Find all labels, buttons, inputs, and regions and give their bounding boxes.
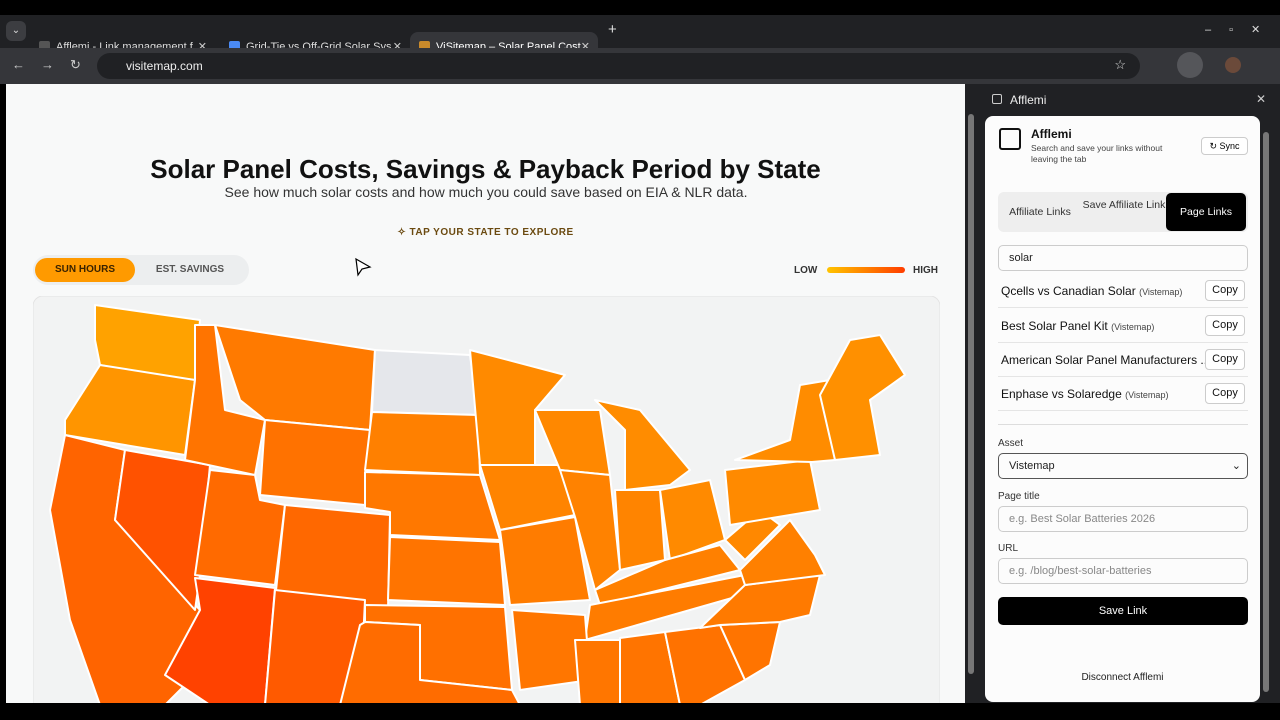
close-panel[interactable]: ✕ [1256,92,1267,106]
link-row: Qcells vs Canadian Solar (Vistemap) Copy [998,274,1248,308]
panel-body: Afflemi Search and save your links witho… [985,116,1260,702]
copy-button[interactable]: Copy [1205,280,1245,301]
toggle: SUN HOURS EST. SAVINGS [33,255,249,285]
copy-button[interactable]: Copy [1205,383,1245,404]
sync-button[interactable]: ↻ Sync [1201,137,1248,155]
copy-button[interactable]: Copy [1205,315,1245,336]
save-button[interactable]: Save Link [998,597,1248,625]
cta: ✧ TAP YOUR STATE TO EXPLORE [397,227,574,238]
link-row: Best Solar Panel Kit (Vistemap) Copy [998,309,1248,343]
tab-group: Affiliate Links Save Affiliate Link Page… [998,192,1248,232]
cta-text: TAP YOUR STATE TO EXPLORE [409,227,574,238]
page-subtitle: See how much solar costs and how much yo… [224,184,748,200]
disconnect-link[interactable]: Disconnect Afflemi [1081,672,1164,683]
nav-buttons[interactable]: ←→↻ [12,57,97,72]
url-label: URL [998,543,1019,554]
link-source: (Vistemap) [1139,287,1183,297]
link-row: American Solar Panel Manufacturers ... Co… [998,343,1248,377]
page-title-label: Page title [998,491,1040,502]
window-controls[interactable]: –▫✕ [1205,24,1279,36]
toggle-option[interactable]: EST. SAVINGS [155,264,225,275]
asset-value: Vistemap [1009,460,1055,472]
logo [999,128,1021,150]
link-row: Enphase vs Solaredge (Vistemap) Copy [998,377,1248,411]
copy-button[interactable]: Copy [1205,349,1245,370]
legend-gradient [827,267,905,273]
link-source: (Vistemap) [1125,390,1169,400]
panel-tab[interactable]: Affiliate Links [1009,206,1071,218]
asset-label: Asset [998,438,1024,449]
link-source: (Vistemap) [1111,322,1155,332]
url-input[interactable]: e.g. /blog/best-solar-batteries [998,558,1248,584]
page-title-input[interactable]: e.g. Best Solar Batteries 2026 [998,506,1248,532]
cursor [355,257,372,277]
panel-header: Afflemi [1010,93,1047,107]
tab-strip: ⌄ Afflemi - Link management f ✕ Grid-Tie … [0,15,1280,62]
tab-search[interactable]: ⌄ [6,21,26,41]
new-tab[interactable]: + [608,21,617,38]
link-name: Enphase vs Solaredge [1001,387,1122,401]
link-name: American Solar Panel Manufacturers ... [1001,353,1211,367]
link-name: Qcells vs Canadian Solar [1001,284,1136,298]
search-input[interactable]: solar [998,245,1248,271]
profile[interactable] [1225,57,1241,73]
app-description: Search and save your links without leavi… [1031,143,1163,164]
legend-low: LOW [794,265,818,276]
side-panel: Afflemi ✕ Afflemi Search and save your l… [978,84,1280,703]
asset-select[interactable]: Vistemap ⌄ [998,453,1248,479]
scrollbar[interactable] [965,84,978,703]
url: visitemap.com [126,59,203,73]
panel-tab[interactable]: Save Affiliate Link [1082,199,1166,211]
toolbar: ←→↻ visitemap.com ☆ [0,48,1280,84]
panel-scrollbar[interactable] [1263,132,1269,692]
toggle-option[interactable]: SUN HOURS [35,258,135,282]
page-title: Solar Panel Costs, Savings & Payback Per… [150,154,821,184]
map [33,296,940,703]
app-title: Afflemi [1031,127,1072,141]
link-name: Best Solar Panel Kit [1001,319,1108,333]
web-page: Solar Panel Costs, Savings & Payback Per… [6,84,965,703]
panel-tab[interactable]: Page Links [1166,193,1246,231]
divider [998,424,1248,425]
side-panel-button[interactable] [1177,52,1203,78]
legend-high: HIGH [913,265,938,276]
states[interactable] [49,304,906,703]
omnibox[interactable]: visitemap.com ☆ [97,53,1140,79]
